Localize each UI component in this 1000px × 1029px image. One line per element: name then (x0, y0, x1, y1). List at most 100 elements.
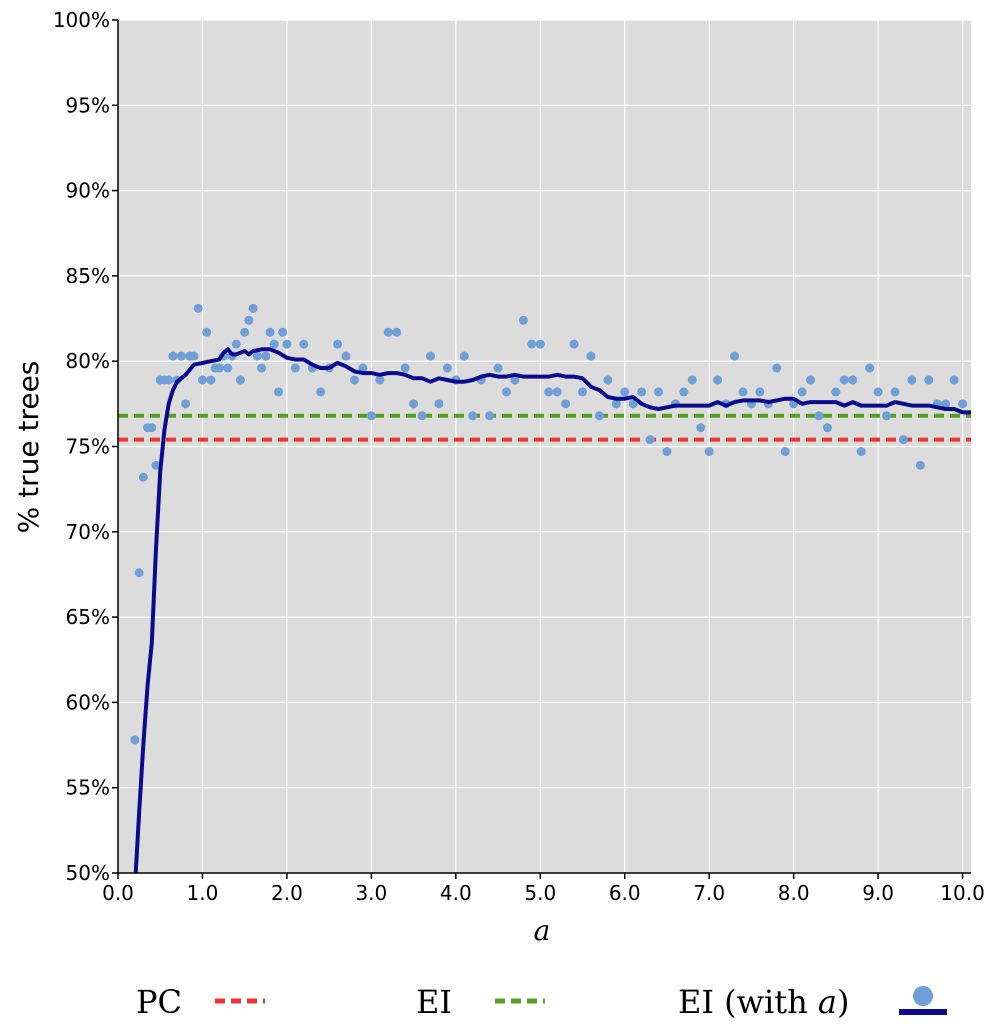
scatter-point (434, 399, 444, 409)
y-tick-label: 95% (66, 93, 110, 117)
scatter-point (552, 387, 562, 397)
scatter-point (206, 375, 216, 385)
scatter-point (679, 387, 689, 397)
axes: 0.0 1.0 2.0 3.0 4.0 5.0 6.0 7.0 8.0 9.0 10.0 50% 55%… (53, 8, 985, 905)
scatter-point (181, 399, 191, 409)
y-tick-label: 55% (66, 776, 110, 800)
smoothed-line (133, 347, 971, 874)
scatter-point (941, 399, 951, 409)
y-tick-label: 80% (66, 349, 110, 373)
scatter-point (865, 363, 875, 373)
scatter-point (527, 339, 537, 349)
scatter-point (273, 387, 283, 397)
scatter-point (569, 339, 579, 349)
scatter-point (400, 363, 410, 373)
scatter-point (839, 375, 849, 385)
scatter-point (949, 375, 959, 385)
grid (117, 19, 971, 874)
scatter-point (261, 351, 271, 361)
scatter-point (654, 387, 664, 397)
scatter-point (561, 399, 571, 409)
scatter-point (578, 387, 588, 397)
legend-label-ei-with-a: EI (with a) (678, 983, 849, 1021)
x-tick-label: 2.0 (271, 881, 303, 905)
scatter-point (501, 387, 511, 397)
scatter-point (409, 399, 419, 409)
scatter-point (442, 363, 452, 373)
scatter-point (278, 327, 288, 337)
scatter-point (193, 303, 203, 313)
scatter-point (687, 375, 697, 385)
scatter-point (282, 339, 292, 349)
scatter-point (628, 399, 638, 409)
scatter-point (349, 375, 359, 385)
scatter-point (333, 339, 343, 349)
x-tick-label: 9.0 (862, 881, 894, 905)
y-tick-label: 60% (66, 690, 110, 714)
scatter-point (468, 411, 478, 421)
scatter-point (645, 435, 655, 445)
scatter-point (375, 375, 385, 385)
scatter-point (535, 339, 545, 349)
x-tick-label: 0.0 (102, 881, 134, 905)
scatter-point (316, 387, 326, 397)
scatter-point (696, 423, 706, 433)
y-tick-label: 85% (66, 264, 110, 288)
scatter-point (257, 363, 267, 373)
legend-label-pc: PC (136, 983, 182, 1021)
y-tick-label: 50% (66, 861, 110, 885)
scatter-point (130, 735, 140, 745)
scatter-point (738, 387, 748, 397)
scatter-point (611, 399, 621, 409)
scatter-point (713, 375, 723, 385)
scatter-point (138, 472, 148, 482)
y-tick-label: 70% (66, 520, 110, 544)
legend: PC EI EI (with a) (136, 983, 947, 1021)
x-tick-label: 10.0 (940, 881, 985, 905)
y-tick-label: 90% (66, 179, 110, 203)
scatter-point (252, 351, 262, 361)
scatter-point (244, 315, 254, 325)
scatter-point (231, 339, 241, 349)
scatter-point (189, 351, 199, 361)
reference-lines (118, 413, 971, 442)
scatter-point (907, 375, 917, 385)
scatter-point (417, 411, 427, 421)
y-tick-label: 65% (66, 605, 110, 629)
scatter-point (197, 375, 207, 385)
scatter-point (459, 351, 469, 361)
scatter-point (831, 387, 841, 397)
scatter-point (223, 363, 233, 373)
legend-label-ei: EI (416, 983, 452, 1021)
y-axis-title: % true trees (12, 361, 45, 534)
scatter-point (358, 363, 368, 373)
scatter-point (485, 411, 495, 421)
scatter-point (493, 363, 503, 373)
x-axis-title: a (534, 914, 551, 947)
scatter-point (269, 339, 279, 349)
x-tick-label: 6.0 (609, 881, 641, 905)
scatter-point (392, 327, 402, 337)
scatter-point (822, 423, 832, 433)
y-tick-label: 100% (53, 8, 110, 32)
scatter-point (730, 351, 740, 361)
scatter-point (214, 363, 224, 373)
scatter-point (594, 411, 604, 421)
scatter-point (806, 375, 816, 385)
scatter-point (797, 387, 807, 397)
scatter-point (662, 447, 672, 457)
scatter-point (890, 387, 900, 397)
x-tick-label: 4.0 (440, 881, 472, 905)
scatter-point (425, 351, 435, 361)
scatter-point (168, 351, 178, 361)
scatter-point (856, 447, 866, 457)
scatter-point (620, 387, 630, 397)
scatter-point (958, 399, 968, 409)
scatter-point (772, 363, 782, 373)
legend-swatch-ei-with-a-dot (913, 986, 933, 1006)
scatter-point (202, 327, 212, 337)
scatter-point (924, 375, 934, 385)
x-tick-label: 8.0 (778, 881, 810, 905)
x-tick-label: 5.0 (524, 881, 556, 905)
